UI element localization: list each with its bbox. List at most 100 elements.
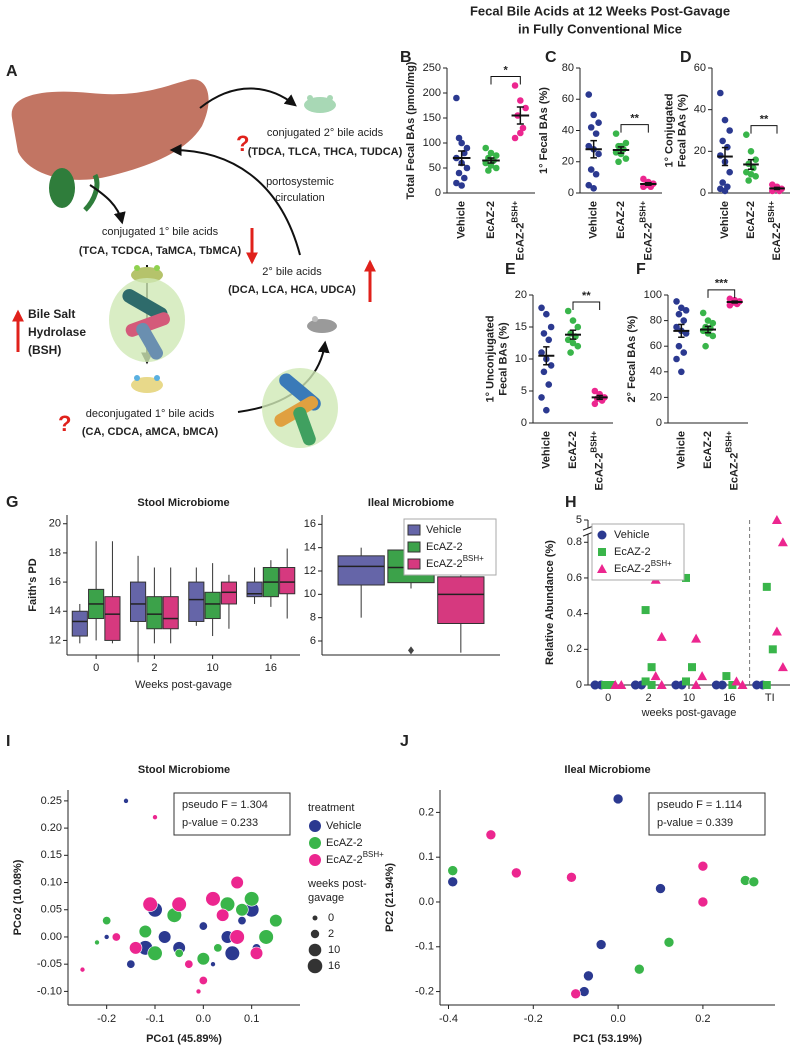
y-tick-label: 0 xyxy=(656,417,662,429)
data-point xyxy=(570,988,581,1000)
y-axis-label: PCo2 (10.08%) xyxy=(12,859,24,935)
legend-label: EcAZ-2 xyxy=(426,541,463,553)
x-tick-label: 16 xyxy=(265,662,277,674)
x-tick-label: 0 xyxy=(93,662,99,674)
significance-bracket xyxy=(707,289,736,298)
group-superscript: BSH+ xyxy=(651,559,672,568)
data-point xyxy=(675,310,683,318)
y-axis-label: Faith's PD xyxy=(27,558,39,611)
y-tick-label: 0 xyxy=(435,187,441,199)
size-legend-label: 0 xyxy=(328,912,334,924)
data-point xyxy=(564,336,572,344)
y-tick-label: 0 xyxy=(700,187,706,199)
x-tick-label: EcAZ-2 xyxy=(485,201,497,239)
x-tick-label: -0.2 xyxy=(524,1013,543,1025)
y-tick-label: 0 xyxy=(521,417,527,429)
data-point xyxy=(547,362,555,369)
data-point xyxy=(196,952,210,966)
data-point xyxy=(721,116,729,124)
group-name: Vehicle xyxy=(540,431,552,469)
data-point xyxy=(492,152,500,159)
legend-swatch xyxy=(407,558,421,570)
y-tick-label: 80 xyxy=(562,62,574,74)
significance-label: * xyxy=(504,64,509,76)
data-point xyxy=(702,342,709,350)
stats-box xyxy=(648,792,766,836)
x-tick-label: EcAZ-2 xyxy=(567,431,579,469)
data-point xyxy=(235,903,249,917)
data-point xyxy=(224,945,240,961)
data-point xyxy=(585,181,593,189)
y-tick-label: 20 xyxy=(562,156,574,168)
legend-title: treatment xyxy=(308,802,354,814)
significance-bracket xyxy=(620,124,649,133)
data-point xyxy=(216,908,230,922)
arrow xyxy=(199,87,297,109)
group-name: Vehicle xyxy=(719,201,731,239)
data-point xyxy=(622,139,630,147)
group-name: EcAZ-2 xyxy=(614,546,651,558)
data-point xyxy=(258,929,274,945)
group-name: EcAZ-2 xyxy=(745,201,757,239)
bacteria-cluster xyxy=(262,368,338,448)
data-point xyxy=(158,930,172,944)
size-legend-label: 10 xyxy=(328,944,340,956)
data-point xyxy=(138,924,152,939)
data-point xyxy=(641,606,650,615)
size-legend-title: gavage xyxy=(308,892,344,904)
y-tick-label: 0.1 xyxy=(419,851,434,863)
group-name: EcAZ-2 xyxy=(614,563,651,575)
data-point xyxy=(519,124,527,132)
data-point xyxy=(709,332,717,340)
y-tick-label: 12 xyxy=(49,634,61,646)
data-point xyxy=(210,961,216,967)
data-point xyxy=(458,139,465,147)
significance-bracket xyxy=(750,125,778,134)
data-point xyxy=(622,155,630,162)
data-point xyxy=(269,914,283,928)
y-tick-label: 40 xyxy=(694,104,706,116)
data-point xyxy=(592,170,600,178)
data-point xyxy=(511,867,522,879)
data-point xyxy=(152,814,158,821)
y-tick-label: 20 xyxy=(650,391,662,403)
data-point xyxy=(461,174,468,182)
arrow xyxy=(169,144,301,256)
data-point xyxy=(655,883,666,894)
y-axis-label: Relative Abundance (%) xyxy=(544,540,556,665)
y-tick-label: 60 xyxy=(694,62,706,74)
bsh-label: Bile Salt xyxy=(28,307,75,321)
y-tick-label: 0.20 xyxy=(41,822,62,834)
data-point xyxy=(487,162,495,169)
legend-swatch xyxy=(407,541,421,553)
data-point xyxy=(230,875,244,890)
x-tick-label: 0.2 xyxy=(695,1013,710,1025)
data-point xyxy=(205,891,221,907)
box xyxy=(188,581,205,622)
data-point xyxy=(455,134,463,142)
legend-swatch xyxy=(407,524,421,536)
data-point xyxy=(142,896,158,912)
data-point xyxy=(538,304,545,312)
pathway-members: (TDCA, TLCA, THCA, TUDCA) xyxy=(248,146,403,158)
group-name: EcAZ-2 xyxy=(594,453,606,491)
stats-box xyxy=(173,792,291,836)
data-point xyxy=(198,921,208,931)
data-point xyxy=(612,793,624,805)
data-point xyxy=(174,948,184,958)
data-point xyxy=(195,988,202,995)
legend-label: EcAZ-2BSH+ xyxy=(426,554,484,570)
box xyxy=(437,576,485,624)
group-superscript: BSH+ xyxy=(767,201,776,223)
data-point xyxy=(745,177,752,184)
y-tick-label: 0.2 xyxy=(567,643,582,655)
y-tick-label: 200 xyxy=(423,87,441,99)
x-tick-label: EcAZ-2 xyxy=(702,431,714,469)
data-point xyxy=(771,515,782,524)
x-tick-label: EcAZ-2BSH+ xyxy=(510,201,526,261)
x-axis-label: Weeks post-gavage xyxy=(135,679,232,691)
legend-label: Vehicle xyxy=(326,820,361,832)
data-point xyxy=(717,89,724,97)
y-tick-label: -0.05 xyxy=(37,958,62,970)
data-point xyxy=(697,671,708,681)
